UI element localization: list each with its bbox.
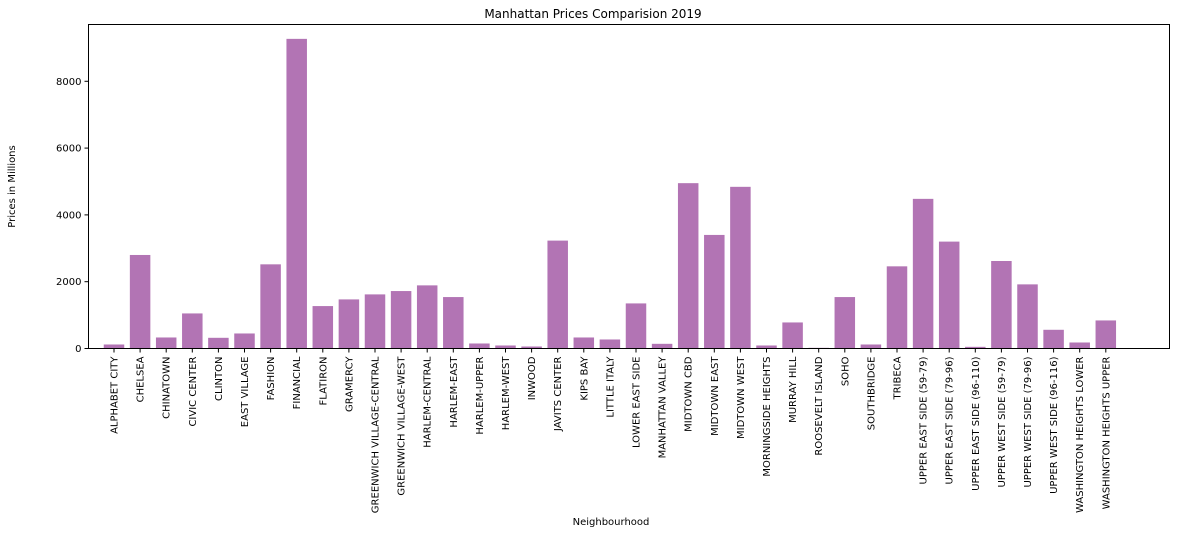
plot-frame	[88, 24, 1170, 349]
x-tick-label: SOUTHBRIDGE	[866, 357, 877, 431]
bar	[129, 254, 151, 349]
bar	[782, 322, 803, 349]
bar	[390, 291, 412, 349]
bar	[182, 313, 203, 349]
bar	[1017, 284, 1038, 349]
y-tick-label: 8000	[56, 77, 81, 88]
x-tick-label: ALPHABET CITY	[110, 356, 121, 434]
bar	[938, 241, 960, 349]
bar	[625, 303, 647, 349]
bar	[103, 344, 125, 349]
bar	[443, 297, 464, 349]
bar	[704, 234, 725, 349]
x-tick-label: MANHATTAN VALLEY	[658, 356, 669, 459]
x-tick-label: SOHO	[840, 356, 851, 386]
bar	[286, 38, 307, 349]
x-tick-label: FLATIRON	[318, 357, 329, 406]
x-axis-label: Neighbourhood	[573, 517, 650, 528]
bar	[208, 337, 229, 349]
bar	[599, 339, 621, 349]
bar	[495, 345, 516, 349]
x-tick-label: HARLEM-WEST	[501, 356, 512, 431]
x-axis-ticks: ALPHABET CITY CHELSEA CHINATOWN CIVIC CENTE…	[110, 348, 1112, 513]
bar	[312, 306, 334, 349]
x-tick-label: HARLEM-UPPER	[475, 356, 486, 434]
y-axis-ticks: 0 2000 4000 6000 8000	[56, 77, 89, 355]
x-tick-label: INWOOD	[527, 356, 538, 400]
x-tick-label: MIDTOWN WEST	[736, 356, 747, 439]
bar	[547, 240, 568, 349]
x-tick-label: GRAMERCY	[344, 356, 355, 412]
x-tick-label: WASHINGTON HEIGHTS UPPER	[1101, 356, 1112, 509]
x-tick-label: MIDTOWN CBD	[684, 356, 695, 432]
bar	[338, 299, 360, 349]
x-tick-label: FASHION	[266, 357, 277, 401]
bar	[1069, 342, 1090, 349]
x-tick-label: MORNINGSIDE HEIGHTS	[762, 357, 773, 477]
bars-group	[103, 38, 1117, 349]
x-tick-label: WASHINGTON HEIGHTS LOWER	[1075, 356, 1086, 512]
bar	[155, 337, 177, 349]
x-tick-label: EAST VILLAGE	[240, 357, 251, 428]
bar	[521, 346, 542, 349]
bar	[416, 285, 438, 349]
bar	[1095, 320, 1117, 349]
bar	[965, 346, 986, 349]
bar	[260, 264, 281, 349]
bar	[912, 198, 934, 349]
x-tick-label: UPPER WEST SIDE (59-79)	[997, 356, 1008, 487]
bar	[234, 333, 255, 349]
bar	[364, 294, 386, 349]
bar	[1043, 329, 1064, 349]
x-tick-label: UPPER WEST SIDE (96-116)	[1049, 356, 1060, 493]
bar	[991, 260, 1012, 349]
bar	[730, 186, 751, 349]
bar	[756, 345, 777, 349]
x-tick-label: MURRAY HILL	[788, 356, 799, 423]
x-tick-label: KIPS BAY	[579, 356, 590, 401]
y-tick-label: 0	[75, 344, 81, 355]
x-tick-label: CHINATOWN	[162, 357, 173, 419]
x-tick-label: JAVITS CENTER	[553, 356, 564, 432]
bar	[886, 266, 908, 349]
x-tick-label: GREENWICH VILLAGE-CENTRAL	[371, 356, 382, 513]
x-tick-label: GREENWICH VILLAGE-WEST	[397, 356, 408, 496]
x-tick-label: LITTLE ITALY	[605, 356, 616, 418]
y-axis-label: Prices in Millions	[7, 145, 18, 228]
bar	[834, 297, 856, 349]
x-tick-label: CLINTON	[214, 357, 225, 401]
bar	[651, 343, 673, 349]
chart-title: Manhattan Prices Comparision 2019	[484, 7, 701, 21]
x-tick-label: FINANCIAL	[292, 356, 303, 409]
x-tick-label: CIVIC CENTER	[188, 356, 199, 426]
y-tick-label: 4000	[56, 210, 81, 221]
bar	[677, 183, 699, 349]
bar	[469, 343, 490, 349]
x-tick-label: HARLEM-CENTRAL	[423, 356, 434, 448]
x-tick-label: UPPER EAST SIDE (96-110)	[971, 356, 982, 490]
x-tick-label: LOWER EAST SIDE	[632, 357, 643, 449]
x-tick-label: HARLEM-EAST	[449, 356, 460, 428]
x-tick-label: MIDTOWN EAST	[710, 356, 721, 436]
x-tick-label: UPPER EAST SIDE (59-79)	[919, 356, 930, 484]
y-tick-label: 6000	[56, 144, 81, 155]
x-tick-label: UPPER EAST SIDE (79-96)	[945, 356, 956, 484]
bar	[860, 344, 882, 349]
bar	[573, 337, 595, 349]
x-tick-label: UPPER WEST SIDE (79-96)	[1023, 356, 1034, 487]
y-tick-label: 2000	[56, 277, 81, 288]
x-tick-label: ROOSEVELT ISLAND	[814, 356, 825, 455]
x-tick-label: CHELSEA	[136, 356, 147, 402]
x-tick-label: TRIBECA	[893, 356, 904, 400]
